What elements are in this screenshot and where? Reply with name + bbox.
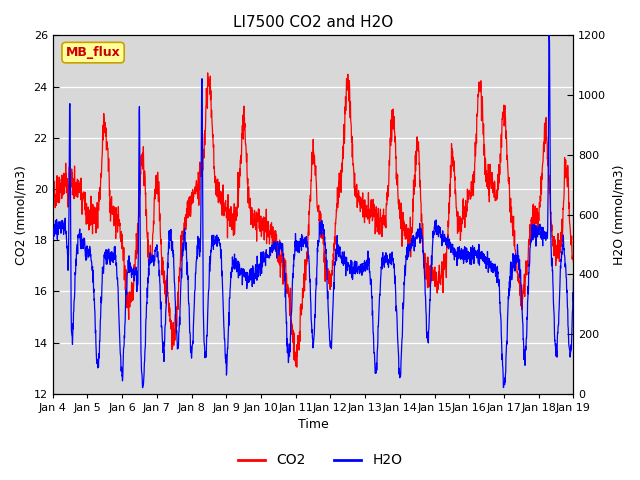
- Y-axis label: CO2 (mmol/m3): CO2 (mmol/m3): [15, 165, 28, 264]
- X-axis label: Time: Time: [298, 419, 328, 432]
- Title: LI7500 CO2 and H2O: LI7500 CO2 and H2O: [233, 15, 393, 30]
- Legend: CO2, H2O: CO2, H2O: [232, 448, 408, 473]
- Text: MB_flux: MB_flux: [66, 46, 120, 59]
- Y-axis label: H2O (mmol/m3): H2O (mmol/m3): [612, 164, 625, 265]
